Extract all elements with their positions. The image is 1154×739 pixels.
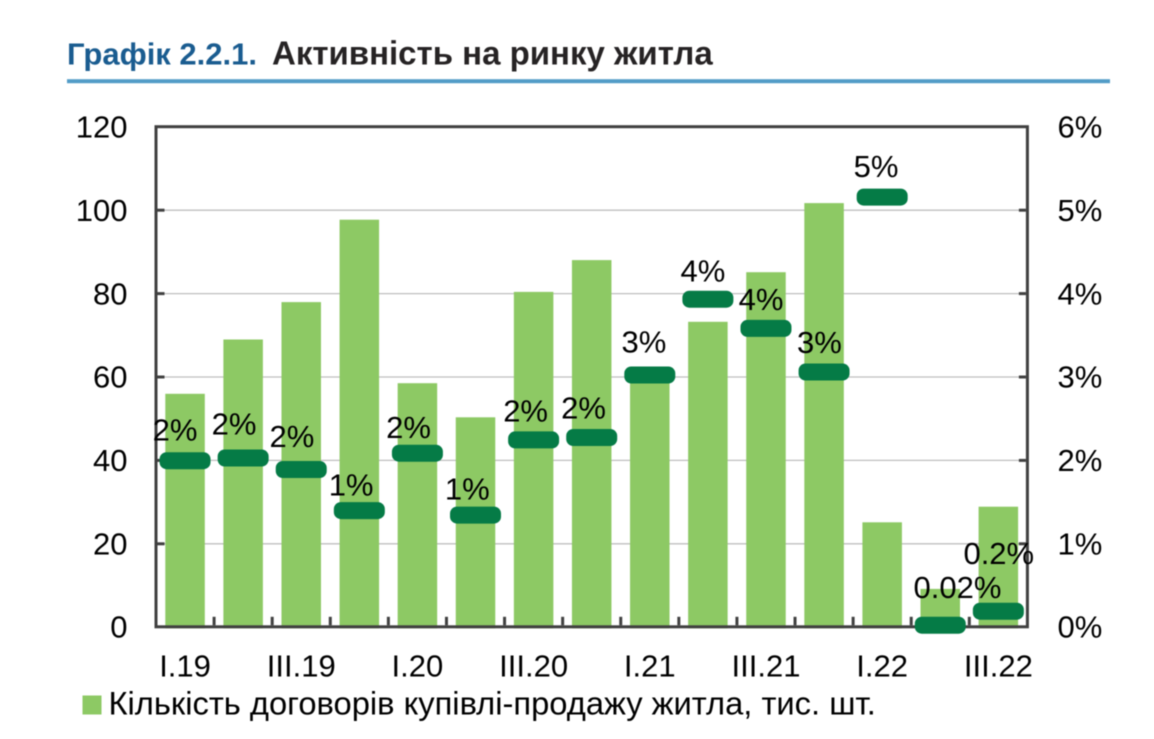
svg-text:2%: 2% xyxy=(386,410,431,445)
svg-text:2%: 2% xyxy=(153,412,198,447)
svg-text:3%: 3% xyxy=(797,325,842,360)
svg-text:Активність на ринку житла: Активність на ринку житла xyxy=(272,35,713,72)
svg-text:80: 80 xyxy=(93,276,127,311)
svg-text:0: 0 xyxy=(110,610,127,645)
svg-text:5%: 5% xyxy=(1058,193,1103,228)
svg-text:20: 20 xyxy=(93,526,127,561)
svg-text:2%: 2% xyxy=(1058,443,1103,478)
svg-text:0%: 0% xyxy=(1058,610,1103,645)
svg-text:1%: 1% xyxy=(329,468,374,503)
svg-text:III.20: III.20 xyxy=(499,648,568,683)
svg-text:2%: 2% xyxy=(503,394,548,429)
svg-text:3%: 3% xyxy=(1058,360,1103,395)
svg-text:1%: 1% xyxy=(445,472,490,507)
svg-text:120: 120 xyxy=(76,109,128,144)
svg-text:III.21: III.21 xyxy=(732,648,801,683)
svg-text:2%: 2% xyxy=(269,419,314,454)
svg-text:6%: 6% xyxy=(1058,109,1103,144)
svg-text:0.2%: 0.2% xyxy=(963,536,1034,571)
svg-text:Графік 2.2.1.: Графік 2.2.1. xyxy=(67,37,257,72)
svg-text:1%: 1% xyxy=(1058,526,1103,561)
svg-text:4%: 4% xyxy=(739,282,784,317)
svg-text:I.21: I.21 xyxy=(624,648,676,683)
svg-text:III.19: III.19 xyxy=(267,648,336,683)
svg-text:3%: 3% xyxy=(621,325,666,360)
svg-text:4%: 4% xyxy=(1058,276,1103,311)
svg-text:I.19: I.19 xyxy=(159,648,211,683)
svg-text:2%: 2% xyxy=(561,390,606,425)
svg-text:III.22: III.22 xyxy=(964,648,1033,683)
svg-text:2%: 2% xyxy=(212,406,257,441)
svg-text:60: 60 xyxy=(93,360,127,395)
svg-text:I.20: I.20 xyxy=(392,648,444,683)
svg-text:I.22: I.22 xyxy=(856,648,908,683)
svg-text:Кількість договорів купівлі-пр: Кількість договорів купівлі-продажу житл… xyxy=(109,685,876,722)
svg-text:5%: 5% xyxy=(854,149,899,184)
svg-text:0.02%: 0.02% xyxy=(914,570,1002,605)
svg-text:40: 40 xyxy=(93,443,127,478)
svg-text:100: 100 xyxy=(76,193,128,228)
svg-text:4%: 4% xyxy=(680,254,725,289)
